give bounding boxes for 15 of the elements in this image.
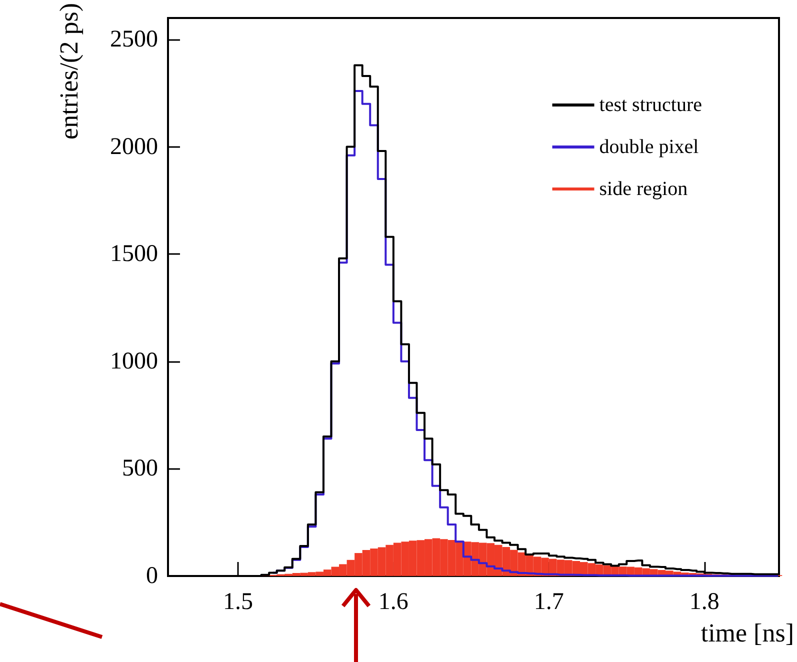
- x-axis-title: time [ns]: [700, 618, 794, 648]
- legend-label: test structure: [599, 94, 702, 116]
- x-tick-label: 1.7: [534, 589, 564, 615]
- y-tick-label: 500: [122, 456, 158, 482]
- legend-label: side region: [599, 178, 688, 200]
- x-tick-label: 1.8: [689, 589, 720, 615]
- y-tick-label: 2500: [110, 26, 158, 52]
- x-tick-label: 1.6: [378, 589, 408, 615]
- y-tick-label: 1000: [110, 348, 158, 374]
- y-axis-title: entries/(2 ps): [54, 3, 84, 140]
- y-tick-label: 1500: [110, 241, 158, 268]
- legend-label: double pixel: [599, 136, 700, 158]
- x-tick-label: 1.5: [222, 589, 253, 615]
- y-tick-label: 2000: [110, 134, 158, 160]
- y-tick-label: 0: [146, 563, 158, 589]
